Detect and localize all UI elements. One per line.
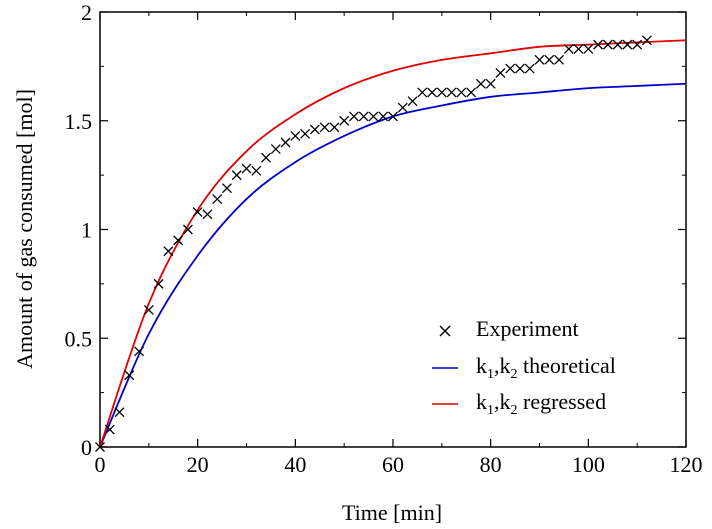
legend-item-experiment: Experiment: [439, 316, 579, 341]
data-point: [622, 39, 633, 50]
x-tick-label: 20: [187, 452, 209, 477]
x-tick-label: 80: [480, 452, 502, 477]
data-point: [427, 87, 438, 98]
legend-label-experiment: Experiment: [476, 316, 579, 341]
data-point: [231, 170, 242, 181]
data-point: [173, 235, 184, 246]
x-tick-label: 100: [572, 452, 605, 477]
data-point: [280, 137, 291, 148]
data-point: [524, 63, 535, 74]
data-point: [319, 122, 330, 133]
data-point: [466, 87, 477, 98]
data-point: [407, 96, 418, 107]
series-layer: [95, 35, 687, 452]
data-point: [212, 194, 223, 205]
data-point: [241, 163, 252, 174]
data-point: [222, 183, 232, 194]
data-point: [309, 124, 320, 135]
data-point: [583, 44, 594, 54]
data-point: [153, 278, 164, 289]
x-axis-label: Time [min]: [342, 500, 442, 525]
data-point: [515, 63, 525, 74]
data-point: [573, 44, 584, 54]
data-point: [554, 54, 564, 65]
data-point: [202, 209, 213, 220]
data-point: [397, 102, 408, 113]
data-point: [632, 39, 643, 50]
data-point: [134, 346, 145, 357]
data-point: [485, 78, 496, 89]
data-point: [593, 39, 604, 50]
data-point: [544, 54, 555, 65]
data-point: [300, 128, 311, 139]
x-tick-label: 120: [670, 452, 703, 477]
data-point: [124, 370, 135, 381]
data-point: [358, 111, 369, 122]
x-tick-label: 60: [382, 452, 404, 477]
y-tick-label: 1: [81, 218, 92, 243]
data-point: [163, 246, 174, 257]
data-point: [329, 122, 340, 133]
x-tick-label: 40: [284, 452, 306, 477]
data-point: [495, 67, 506, 78]
data-point: [436, 87, 447, 98]
legend: Experiment k1,k2 theoretical k1,k2 regre…: [432, 316, 616, 418]
series-line-2: [99, 39, 687, 448]
data-point: [534, 54, 545, 65]
data-point: [602, 39, 613, 50]
data-point: [641, 35, 652, 46]
data-point: [95, 442, 105, 452]
y-tick-label: 0: [81, 435, 92, 460]
legend-label-regressed: k1,k2 regressed: [476, 389, 606, 418]
data-point: [563, 44, 574, 54]
data-point: [348, 111, 359, 122]
data-point: [270, 144, 281, 154]
data-point: [143, 305, 154, 315]
data-point: [446, 87, 457, 98]
data-point: [290, 131, 301, 141]
data-point: [475, 78, 486, 89]
y-tick-label: 1.5: [65, 109, 93, 134]
y-axis-label: Amount of gas consumed [mol]: [12, 89, 37, 369]
legend-x-marker-icon: [439, 325, 451, 337]
x-tick-label: 0: [95, 452, 106, 477]
data-point: [104, 424, 115, 435]
legend-item-theoretical: k1,k2 theoretical: [432, 353, 616, 382]
data-point: [182, 224, 193, 235]
data-point: [339, 115, 350, 126]
legend-label-theoretical: k1,k2 theoretical: [476, 353, 616, 382]
data-point: [114, 407, 125, 418]
y-axis-ticks: 0 0.5 1 1.5 2: [65, 0, 686, 460]
data-point: [368, 111, 379, 122]
data-point: [261, 152, 271, 163]
data-point: [251, 165, 262, 176]
data-point: [192, 207, 203, 218]
data-point: [417, 87, 428, 98]
legend-item-regressed: k1,k2 regressed: [432, 389, 606, 418]
y-tick-label: 2: [81, 0, 92, 25]
x-axis-ticks: 0 20 40 60 80 100 120: [95, 12, 703, 477]
data-point: [456, 87, 467, 98]
data-point: [505, 63, 516, 74]
data-point: [388, 111, 398, 122]
series-line-1: [99, 82, 687, 448]
data-point: [612, 39, 623, 50]
y-tick-label: 0.5: [65, 326, 93, 351]
data-point: [378, 111, 389, 122]
